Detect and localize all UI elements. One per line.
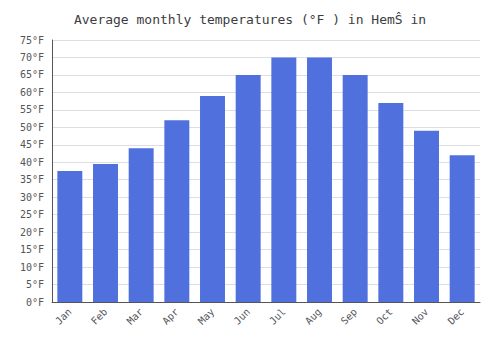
- svg-text:5°F: 5°F: [26, 279, 44, 290]
- svg-text:15°F: 15°F: [20, 244, 44, 255]
- svg-text:55°F: 55°F: [20, 104, 44, 115]
- svg-text:Jul: Jul: [267, 306, 288, 327]
- svg-text:65°F: 65°F: [20, 69, 44, 80]
- svg-text:10°F: 10°F: [20, 262, 44, 273]
- svg-text:20°F: 20°F: [20, 227, 44, 238]
- svg-text:35°F: 35°F: [20, 174, 44, 185]
- svg-text:0°F: 0°F: [26, 297, 44, 308]
- svg-text:60°F: 60°F: [20, 87, 44, 98]
- svg-text:Jan: Jan: [53, 306, 74, 327]
- svg-text:45°F: 45°F: [20, 139, 44, 150]
- svg-text:Feb: Feb: [89, 306, 110, 327]
- svg-text:Mar: Mar: [125, 306, 146, 327]
- svg-text:Jun: Jun: [232, 306, 253, 327]
- svg-text:May: May: [196, 306, 217, 327]
- svg-text:Nov: Nov: [410, 306, 431, 327]
- svg-text:Sep: Sep: [339, 306, 360, 327]
- svg-text:Oct: Oct: [374, 306, 395, 327]
- svg-text:30°F: 30°F: [20, 192, 44, 203]
- svg-text:Apr: Apr: [160, 306, 181, 327]
- svg-text:40°F: 40°F: [20, 157, 44, 168]
- svg-text:Average monthly temperatures (: Average monthly temperatures (°F ) in He…: [74, 12, 426, 27]
- svg-text:Dec: Dec: [446, 306, 467, 327]
- svg-text:75°F: 75°F: [20, 35, 44, 46]
- svg-text:25°F: 25°F: [20, 209, 44, 220]
- svg-text:50°F: 50°F: [20, 122, 44, 133]
- svg-text:70°F: 70°F: [20, 52, 44, 63]
- svg-text:Aug: Aug: [303, 306, 324, 327]
